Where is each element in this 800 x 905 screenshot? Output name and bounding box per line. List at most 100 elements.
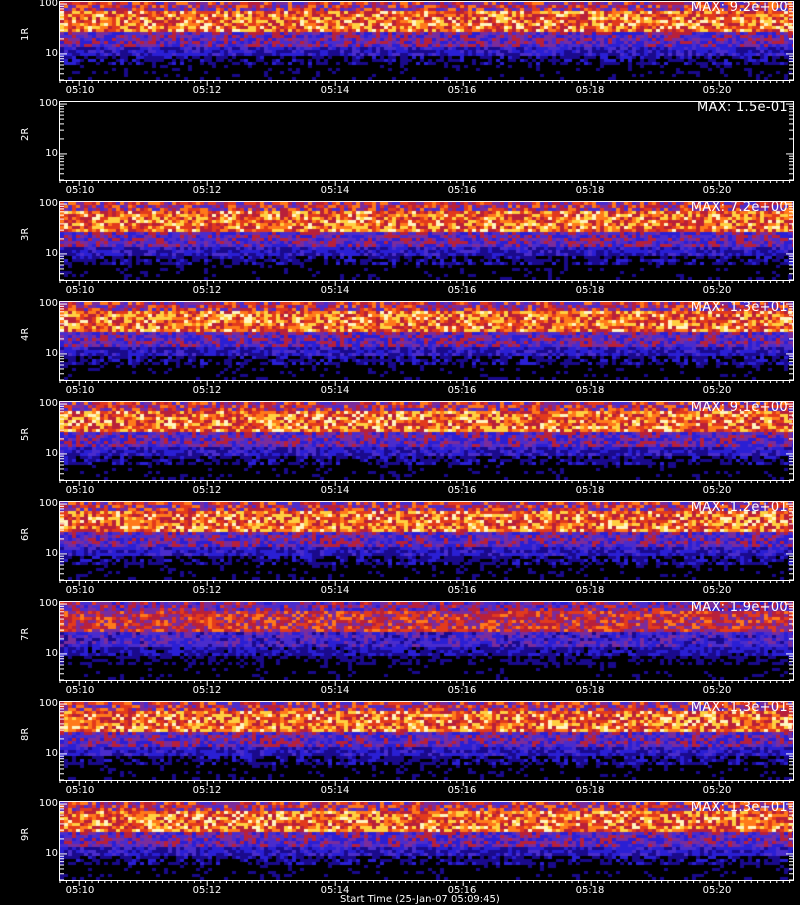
x-tick-label: 05:14 — [320, 485, 350, 496]
heatmap-cells-5R — [60, 402, 793, 480]
panel-5R: MAX: 9.1e+00 5R 100 10 05:10 05:12 05:14 05:16 0… — [0, 398, 800, 500]
x-tick-label: 05:18 — [575, 685, 605, 696]
max-label: MAX: 1.2e+01 — [690, 500, 788, 515]
heatmap-cells-2R — [60, 102, 793, 180]
max-label: MAX: 9.2e+00 — [690, 0, 788, 15]
x-tick-label: 05:20 — [702, 685, 732, 696]
x-tick-label: 05:16 — [447, 285, 477, 296]
x-tick-label: 05:14 — [320, 585, 350, 596]
y-tick-label: 100 — [38, 698, 58, 710]
x-tick-label: 05:20 — [702, 885, 732, 896]
panel-1R: MAX: 9.2e+00 1R 100 10 05:10 05:12 05:14 05:16 0… — [0, 0, 800, 100]
x-tick-label: 05:10 — [65, 285, 95, 296]
y-tick-label: 10 — [45, 647, 58, 659]
heatmap-cells-6R — [60, 502, 793, 580]
panel-9R: MAX: 1.3e+01 9R 100 10 05:10 05:12 05:14 05:16 0… — [0, 798, 800, 900]
y-axis-label: 8R — [20, 727, 31, 741]
x-tick-label: 05:18 — [575, 785, 605, 796]
x-tick-label: 05:14 — [320, 285, 350, 296]
y-axis-label: 2R — [20, 127, 31, 141]
x-tick-label: 05:20 — [702, 785, 732, 796]
spectrogram-plot-1R — [59, 1, 794, 81]
x-tick-label: 05:10 — [65, 785, 95, 796]
x-tick-label: 05:20 — [702, 285, 732, 296]
spectrogram-plot-4R — [59, 301, 794, 381]
x-tick-label: 05:12 — [192, 285, 222, 296]
x-tick-label: 05:14 — [320, 885, 350, 896]
x-tick-label: 05:18 — [575, 285, 605, 296]
x-tick-label: 05:18 — [575, 585, 605, 596]
y-tick-label: 10 — [45, 247, 58, 259]
heatmap-cells-3R — [60, 202, 793, 280]
spectrogram-plot-3R — [59, 201, 794, 281]
spectrogram-plot-9R — [59, 801, 794, 881]
heatmap-cells-1R — [60, 2, 793, 80]
max-label: MAX: 7.2e+00 — [690, 200, 788, 215]
spectrogram-plot-2R — [59, 101, 794, 181]
heatmap-cells-8R — [60, 702, 793, 780]
x-tick-label: 05:12 — [192, 685, 222, 696]
x-tick-label: 05:12 — [192, 785, 222, 796]
max-label: MAX: 9.1e+00 — [690, 400, 788, 415]
x-tick-label: 05:16 — [447, 785, 477, 796]
x-tick-label: 05:20 — [702, 85, 732, 96]
panel-4R: MAX: 1.3e+01 4R 100 10 05:10 05:12 05:14 05:16 0… — [0, 298, 800, 400]
x-tick-label: 05:20 — [702, 585, 732, 596]
y-tick-label: 10 — [45, 347, 58, 359]
panel-2R: MAX: 1.5e-01 2R 100 10 05:10 05:12 05:14 05:16 0… — [0, 98, 800, 200]
y-axis-label: 7R — [20, 627, 31, 641]
spectrogram-plot-5R — [59, 401, 794, 481]
y-axis-label: 9R — [20, 827, 31, 841]
spectrogram-plot-6R — [59, 501, 794, 581]
x-tick-label: 05:12 — [192, 185, 222, 196]
x-tick-label: 05:20 — [702, 485, 732, 496]
y-tick-label: 100 — [38, 198, 58, 210]
x-tick-label: 05:16 — [447, 585, 477, 596]
x-tick-label: 05:12 — [192, 85, 222, 96]
x-tick-label: 05:16 — [447, 685, 477, 696]
x-tick-label: 05:12 — [192, 485, 222, 496]
x-tick-label: 05:14 — [320, 785, 350, 796]
y-tick-label: 100 — [38, 98, 58, 110]
x-tick-label: 05:16 — [447, 185, 477, 196]
x-tick-label: 05:18 — [575, 885, 605, 896]
x-tick-label: 05:18 — [575, 185, 605, 196]
x-tick-label: 05:12 — [192, 385, 222, 396]
y-tick-label: 100 — [38, 298, 58, 310]
x-tick-label: 05:16 — [447, 85, 477, 96]
x-tick-label: 05:14 — [320, 85, 350, 96]
y-axis-label: 4R — [20, 327, 31, 341]
x-tick-label: 05:10 — [65, 585, 95, 596]
x-tick-label: 05:10 — [65, 885, 95, 896]
y-axis-label: 5R — [20, 427, 31, 441]
spectrogram-plot-7R — [59, 601, 794, 681]
panel-7R: MAX: 1.9e+00 7R 100 10 05:10 05:12 05:14 05:16 0… — [0, 598, 800, 700]
y-tick-label: 10 — [45, 447, 58, 459]
x-tick-label: 05:10 — [65, 85, 95, 96]
y-tick-label: 10 — [45, 47, 58, 59]
max-label: MAX: 1.3e+01 — [690, 800, 788, 815]
max-label: MAX: 1.3e+01 — [690, 700, 788, 715]
max-label: MAX: 1.5e-01 — [696, 100, 788, 115]
x-tick-label: 05:10 — [65, 685, 95, 696]
heatmap-cells-7R — [60, 602, 793, 680]
x-tick-label: 05:18 — [575, 85, 605, 96]
y-tick-label: 100 — [38, 798, 58, 810]
y-axis-label: 6R — [20, 527, 31, 541]
x-tick-label: 05:16 — [447, 385, 477, 396]
x-tick-label: 05:14 — [320, 185, 350, 196]
x-tick-label: 05:18 — [575, 485, 605, 496]
x-tick-label: 05:10 — [65, 485, 95, 496]
panel-6R: MAX: 1.2e+01 6R 100 10 05:10 05:12 05:14 05:16 0… — [0, 498, 800, 600]
y-tick-label: 10 — [45, 547, 58, 559]
x-tick-label: 05:20 — [702, 185, 732, 196]
x-tick-label: 05:10 — [65, 385, 95, 396]
y-tick-label: 100 — [38, 498, 58, 510]
y-axis-label: 1R — [20, 27, 31, 41]
x-tick-label: 05:12 — [192, 585, 222, 596]
y-tick-label: 100 — [38, 598, 58, 610]
heatmap-cells-9R — [60, 802, 793, 880]
x-tick-label: 05:10 — [65, 185, 95, 196]
y-tick-label: 10 — [45, 747, 58, 759]
